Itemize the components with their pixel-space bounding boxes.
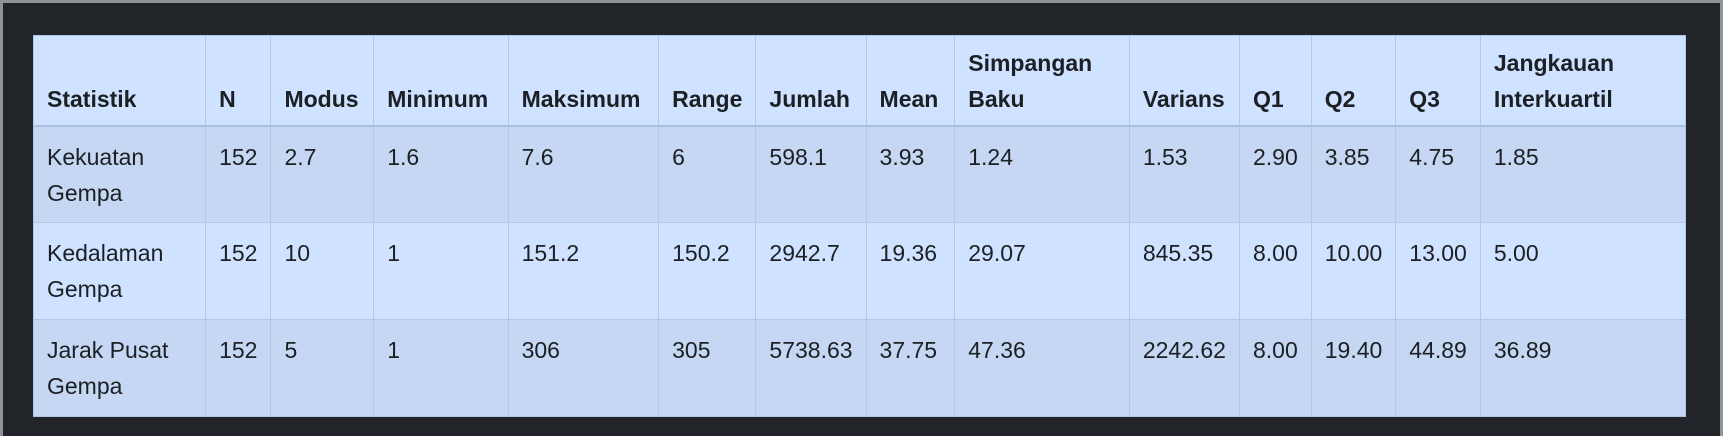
column-header: Q2 <box>1310 35 1397 127</box>
table-cell: 10 <box>270 222 375 320</box>
column-header: Mean <box>865 35 956 127</box>
row-label-cell: Kedalaman Gempa <box>32 222 207 320</box>
table-cell: 7.6 <box>507 125 660 223</box>
table-cell: 1.6 <box>373 125 509 223</box>
table-cell: 29.07 <box>954 222 1130 320</box>
column-header: Jumlah <box>755 35 867 127</box>
statistics-table: Statistik N Modus Minimum Maksimum Range… <box>32 35 1687 417</box>
table-row: Jarak Pusat Gempa 152 5 1 306 305 5738.6… <box>32 319 1687 417</box>
column-header: N <box>205 35 272 127</box>
table-cell: 152 <box>205 319 272 417</box>
column-header: Q1 <box>1238 35 1312 127</box>
table-cell: 3.93 <box>865 125 956 223</box>
table-cell: 8.00 <box>1238 319 1312 417</box>
column-header: Q3 <box>1395 35 1481 127</box>
table-cell: 3.85 <box>1310 125 1397 223</box>
table-cell: 1.24 <box>954 125 1130 223</box>
table-cell: 8.00 <box>1238 222 1312 320</box>
table-cell: 152 <box>205 125 272 223</box>
table-cell: 2942.7 <box>755 222 867 320</box>
table-cell: 47.36 <box>954 319 1130 417</box>
table-cell: 1 <box>373 222 509 320</box>
window-frame: Statistik N Modus Minimum Maksimum Range… <box>3 3 1720 436</box>
table-row: Kedalaman Gempa 152 10 1 151.2 150.2 294… <box>32 222 1687 320</box>
table-row: Kekuatan Gempa 152 2.7 1.6 7.6 6 598.1 3… <box>32 125 1687 223</box>
column-header: Varians <box>1128 35 1240 127</box>
table-cell: 150.2 <box>658 222 757 320</box>
table-cell: 305 <box>658 319 757 417</box>
table-cell: 845.35 <box>1128 222 1240 320</box>
table-cell: 152 <box>205 222 272 320</box>
table-cell: 6 <box>658 125 757 223</box>
column-header: Range <box>658 35 757 127</box>
table-cell: 306 <box>507 319 660 417</box>
table-header-row: Statistik N Modus Minimum Maksimum Range… <box>32 35 1687 127</box>
column-header: Minimum <box>373 35 509 127</box>
table-cell: 2242.62 <box>1128 319 1240 417</box>
table-cell: 1 <box>373 319 509 417</box>
table-cell: 10.00 <box>1310 222 1397 320</box>
column-header: Modus <box>270 35 375 127</box>
table-cell: 598.1 <box>755 125 867 223</box>
column-header: Statistik <box>32 35 207 127</box>
column-header: Maksimum <box>507 35 660 127</box>
table-cell: 13.00 <box>1395 222 1481 320</box>
row-label-cell: Kekuatan Gempa <box>32 125 207 223</box>
table-cell: 5738.63 <box>755 319 867 417</box>
column-header: Jangkauan Interkuartil <box>1479 35 1687 127</box>
table-cell: 44.89 <box>1395 319 1481 417</box>
table-cell: 36.89 <box>1479 319 1687 417</box>
table-cell: 151.2 <box>507 222 660 320</box>
table-cell: 5 <box>270 319 375 417</box>
table-cell: 1.53 <box>1128 125 1240 223</box>
column-header: Simpangan Baku <box>954 35 1130 127</box>
table-cell: 37.75 <box>865 319 956 417</box>
table-cell: 4.75 <box>1395 125 1481 223</box>
table-cell: 19.36 <box>865 222 956 320</box>
table-cell: 19.40 <box>1310 319 1397 417</box>
table-cell: 1.85 <box>1479 125 1687 223</box>
row-label-cell: Jarak Pusat Gempa <box>32 319 207 417</box>
table-cell: 2.7 <box>270 125 375 223</box>
table-cell: 2.90 <box>1238 125 1312 223</box>
table-cell: 5.00 <box>1479 222 1687 320</box>
